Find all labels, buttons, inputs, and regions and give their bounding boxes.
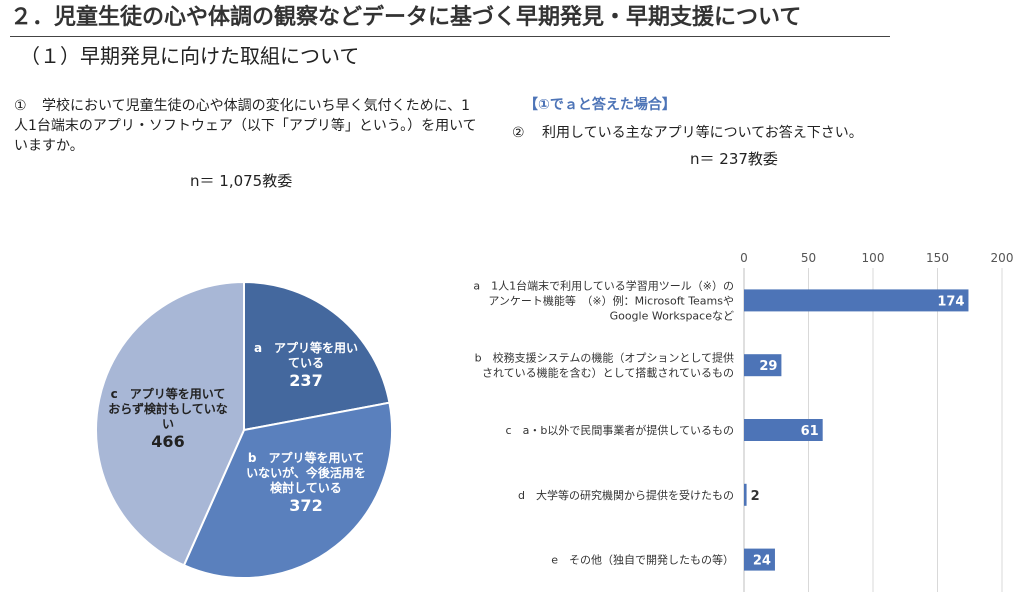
question-1-text: 学校において児童生徒の心や体調の変化にいち早く気付くために、1人1台端末のアプリ… <box>14 98 477 154</box>
question-1-sample-size: n＝ 1,075教委 <box>190 172 293 190</box>
bar-category-label: b 校務支援システムの機能（オプションとして提供されている機能を含む）として搭載… <box>475 351 734 380</box>
section-subtitle: （１）早期発見に向けた取組について <box>20 44 360 68</box>
bar-category-label: c a・b以外で民間事業者が提供しているもの <box>506 423 734 437</box>
x-tick-label: 150 <box>926 251 949 265</box>
bar-value-label: 24 <box>753 554 771 569</box>
x-tick-label: 100 <box>862 251 885 265</box>
bar-category-label: a 1人1台端末で利用している学習用ツール（※）のアンケート機能等 （※）例：M… <box>473 278 734 322</box>
question-1: ① 学校において児童生徒の心や体調の変化にいち早く気付くために、1人1台端末のアプ… <box>14 96 484 156</box>
question-2-text: 利用している主なアプリ等についてお答え下さい。 <box>542 125 863 141</box>
bar-value-label: 61 <box>801 424 819 439</box>
pie-slice-value: 237 <box>289 371 322 390</box>
pie-slice-label: b アプリ等を用いていないが、今後活用を検討している <box>246 450 366 495</box>
pie-slice <box>182 401 393 579</box>
page-title: ２．児童生徒の心や体調の観察などデータに基づく早期発見・早期支援について <box>10 2 890 37</box>
pie-slice-value: 466 <box>151 432 184 451</box>
bar <box>744 548 775 571</box>
bar <box>744 483 747 506</box>
pie-slice-label: c アプリ等を用いておらず検討もしていない <box>108 386 227 431</box>
pie-slice-value: 372 <box>289 496 322 515</box>
question-1-number: ① <box>14 98 27 114</box>
x-tick-label: 200 <box>991 251 1014 265</box>
question-2-condition: 【①でａと答えた場合】 <box>524 97 676 113</box>
question-2-sample-size: n＝ 237教委 <box>690 150 778 168</box>
pie-slice <box>95 280 245 567</box>
bar-category-label: e その他（独自で開発したもの等） <box>551 553 734 567</box>
x-tick-label: 0 <box>740 251 748 265</box>
pie-slice-label: a アプリ等を用いている <box>254 340 358 370</box>
bar <box>744 419 823 441</box>
bar <box>744 289 969 312</box>
x-tick-label: 50 <box>801 251 816 265</box>
bar-value-label: 2 <box>751 489 760 504</box>
question-2-number: ② <box>512 125 525 141</box>
question-2: ② 利用している主なアプリ等についてお答え下さい。 <box>512 122 863 142</box>
bar <box>744 354 782 377</box>
bar-value-label: 29 <box>759 359 777 374</box>
bar-category-label: d 大学等の研究機関から提供を受けたもの <box>518 488 734 502</box>
pie-slice <box>243 280 391 432</box>
bar-value-label: 174 <box>937 294 964 309</box>
